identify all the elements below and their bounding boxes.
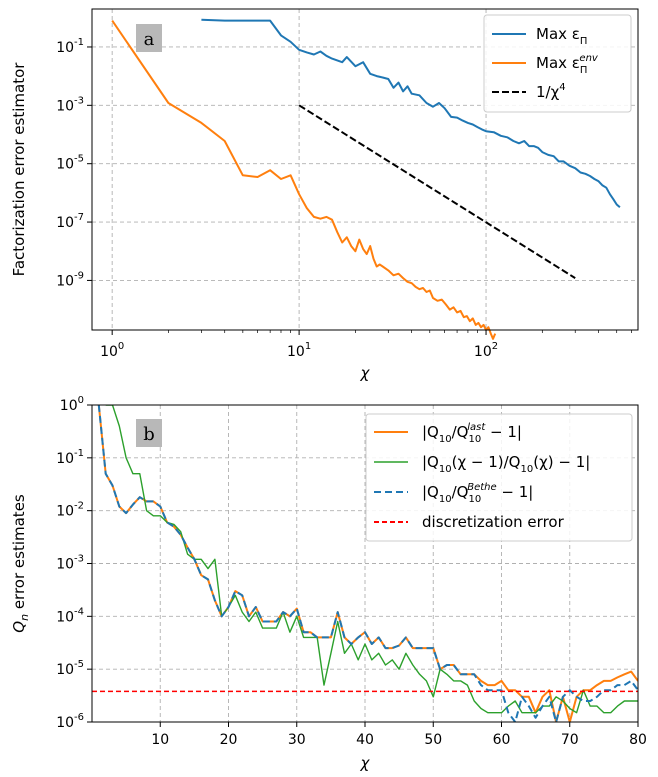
b-xtick-label-7: 80 (629, 732, 647, 748)
a-series-line-1 (111, 20, 497, 340)
a-letter-box (136, 24, 162, 52)
a-legend-entry-0: Max εΠ (536, 25, 587, 47)
a-legend-entry-1: Max εΠenv (536, 53, 599, 76)
b-legend-entry-2: |Q10/Q10Bethe − 1| (422, 482, 533, 505)
b-xlabel: χ (360, 754, 371, 772)
a-ylabel: Factorization error estimator (10, 62, 28, 277)
panel-b-series (92, 405, 638, 722)
b-ytick-label-3: 10-3 (56, 554, 84, 573)
b-xtick-label-2: 30 (288, 732, 306, 748)
b-ytick-label-1: 10-1 (56, 448, 84, 467)
a-ytick-label-3: 10-7 (56, 212, 84, 231)
panel-b-legend: |Q10/Q10last − 1| |Q10(χ − 1)/Q10(χ) − 1|… (365, 413, 633, 542)
b-ylabel: Qn error estimates (10, 494, 31, 633)
b-ytick-label-2: 10-2 (56, 501, 84, 520)
panel-b-labels: χ Qn error estimates (10, 494, 371, 772)
panel-a-grid (92, 9, 638, 330)
panel-a-labels: χ Factorization error estimator (10, 62, 371, 382)
a-xtick-label-2: 102 (474, 341, 498, 360)
a-legend-entry-2: 1/χ4 (536, 82, 566, 101)
b-xtick-label-5: 60 (493, 732, 511, 748)
b-panel-letter: b (143, 424, 155, 445)
b-legend-entry-0: |Q10/Q10last − 1| (422, 422, 522, 445)
a-ytick-label-0: 10-1 (56, 37, 84, 56)
panel-a-series (111, 18, 621, 340)
a-ytick-label-2: 10-5 (56, 154, 84, 173)
b-xtick-label-1: 20 (220, 732, 238, 748)
a-series-line-2 (298, 104, 576, 279)
panel-a-letter: a (136, 24, 162, 52)
b-series-line-2 (97, 405, 638, 722)
a-ytick-label-1: 10-3 (56, 95, 84, 114)
b-xtick-label-3: 40 (356, 732, 374, 748)
panel-b: 10 20 30 40 50 60 70 80 100 10-1 10-2 10-3 10-4 10-5 1… (10, 395, 647, 772)
panel-b-ticks: 10 20 30 40 50 60 70 80 100 10-1 10-2 10-3 10-4 10-5 1… (56, 395, 647, 748)
b-ytick-label-5: 10-5 (56, 659, 84, 678)
b-legend-entry-1: |Q10(χ − 1)/Q10(χ) − 1| (422, 453, 590, 475)
b-xtick-label-0: 10 (151, 732, 169, 748)
panel-a-ticks: 100 101 102 10-1 10-3 10-5 10-7 10-9 (56, 37, 632, 360)
b-xtick-label-6: 70 (561, 732, 579, 748)
panel-a-frame (91, 8, 639, 331)
panel-b-letter: b (136, 419, 162, 447)
a-ytick-label-4: 10-9 (56, 270, 84, 289)
b-ytick-label-0: 100 (60, 395, 84, 414)
b-legend-entry-3: discretization error (422, 513, 565, 531)
a-xtick-label-0: 100 (100, 341, 124, 360)
b-xtick-label-4: 50 (424, 732, 442, 748)
a-series-line-0 (201, 18, 621, 209)
panel-a-legend: Max εΠ Max εΠenv 1/χ4 (483, 14, 632, 113)
a-panel-letter: a (144, 29, 155, 50)
a-legend-box (483, 14, 632, 113)
a-xtick-label-1: 101 (287, 341, 311, 360)
b-ytick-label-4: 10-4 (56, 606, 84, 625)
b-letter-box (136, 419, 162, 447)
b-ytick-label-6: 10-6 (56, 712, 84, 731)
a-xlabel: χ (360, 364, 371, 382)
b-legend-box (365, 413, 633, 542)
